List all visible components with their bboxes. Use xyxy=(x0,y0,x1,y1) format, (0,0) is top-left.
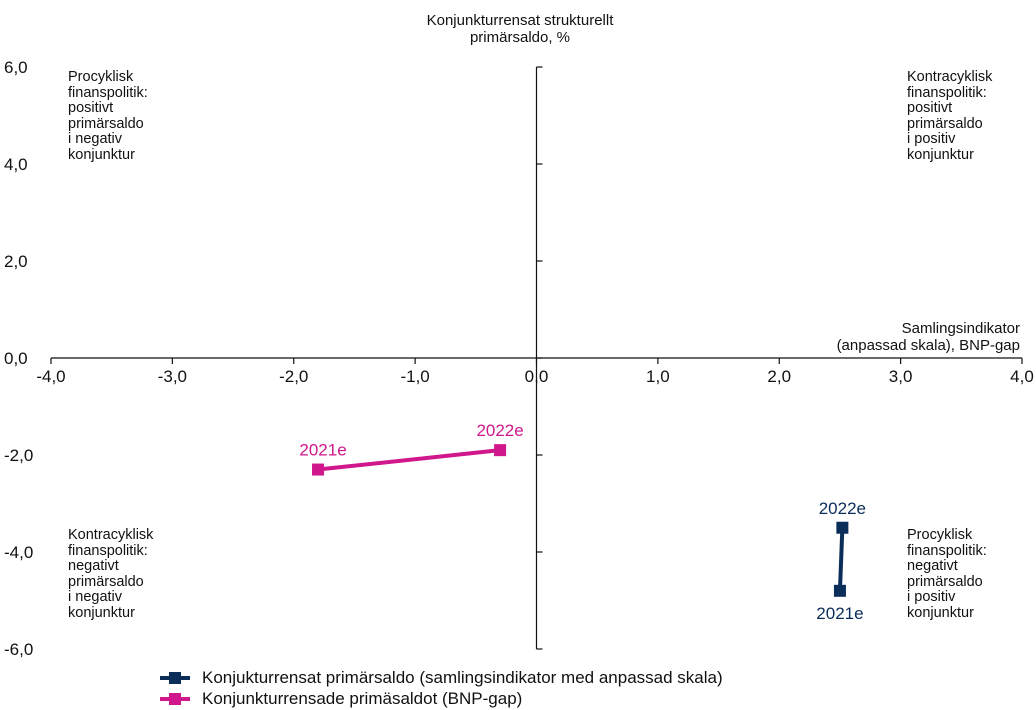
y-tick-label: -2,0 xyxy=(4,446,33,465)
x-tick-label: -3,0 xyxy=(158,367,187,386)
data-label: 2022e xyxy=(819,499,866,518)
series-layer: 2021e 2022e 2021e 2022e xyxy=(299,421,866,623)
y-tick-label: -4,0 xyxy=(4,543,33,562)
legend-swatch-series-1 xyxy=(160,671,190,685)
series-1-line xyxy=(837,527,845,591)
series-1: 2021e 2022e xyxy=(816,499,866,623)
y-tick-label: -6,0 xyxy=(4,640,33,659)
legend-marker-series-2 xyxy=(169,692,181,705)
legend: Konjukturrensat primärsaldo (samlingsind… xyxy=(160,667,723,709)
data-point xyxy=(494,444,507,457)
x-tick-label: 3,0 xyxy=(889,367,913,386)
legend-item-series-1: Konjukturrensat primärsaldo (samlingsind… xyxy=(160,667,723,688)
y-tick-label: 2,0 xyxy=(4,252,28,271)
x-tick-label: 0,0 xyxy=(525,367,549,386)
x-axis-ticks: -4,0 -3,0 -2,0 -1,0 0,0 1,0 2,0 3,0 4,0 xyxy=(36,358,1034,386)
x-tick-label: -1,0 xyxy=(400,367,429,386)
x-tick-label: 1,0 xyxy=(646,367,670,386)
x-tick-label: 2,0 xyxy=(767,367,791,386)
annotation-bottom-right: Procyklisk finanspolitik: negativt primä… xyxy=(907,527,987,621)
annotation-top-right: Kontracyklisk finanspolitik: positivt pr… xyxy=(907,69,993,163)
series-2-line xyxy=(317,448,501,472)
series-2: 2021e 2022e xyxy=(299,421,524,476)
legend-label-series-1: Konjukturrensat primärsaldo (samlingsind… xyxy=(202,668,723,687)
y-tick-label: 6,0 xyxy=(4,58,28,77)
y-axis-title: Konjunkturrensat strukturellt primärsald… xyxy=(426,12,614,46)
annotation-bottom-left: Kontracyklisk finanspolitik: negativt pr… xyxy=(68,527,154,621)
y-tick-label: 4,0 xyxy=(4,155,28,174)
x-axis-title: Samlingsindikator (anpassad skala), BNP-… xyxy=(836,320,1020,354)
data-point xyxy=(312,463,325,476)
y-tick-label: 0,0 xyxy=(4,349,28,368)
y-axis-ticks: 6,0 4,0 2,0 0,0 -2,0 -4,0 -6,0 xyxy=(4,58,543,659)
data-point xyxy=(833,584,846,597)
legend-swatch-series-2 xyxy=(160,692,190,706)
x-tick-label: 4,0 xyxy=(1010,367,1034,386)
legend-item-series-2: Konjunkturrensade primäsaldot (BNP-gap) xyxy=(160,688,723,709)
data-label: 2021e xyxy=(299,441,346,460)
legend-label-series-2: Konjunkturrensade primäsaldot (BNP-gap) xyxy=(202,689,523,708)
legend-marker-series-1 xyxy=(169,671,181,684)
data-point xyxy=(836,521,849,534)
annotation-top-left: Procyklisk finanspolitik: positivt primä… xyxy=(68,69,148,163)
data-label: 2022e xyxy=(476,421,523,440)
x-tick-label: -4,0 xyxy=(36,367,65,386)
x-tick-label: -2,0 xyxy=(279,367,308,386)
data-label: 2021e xyxy=(816,604,863,623)
